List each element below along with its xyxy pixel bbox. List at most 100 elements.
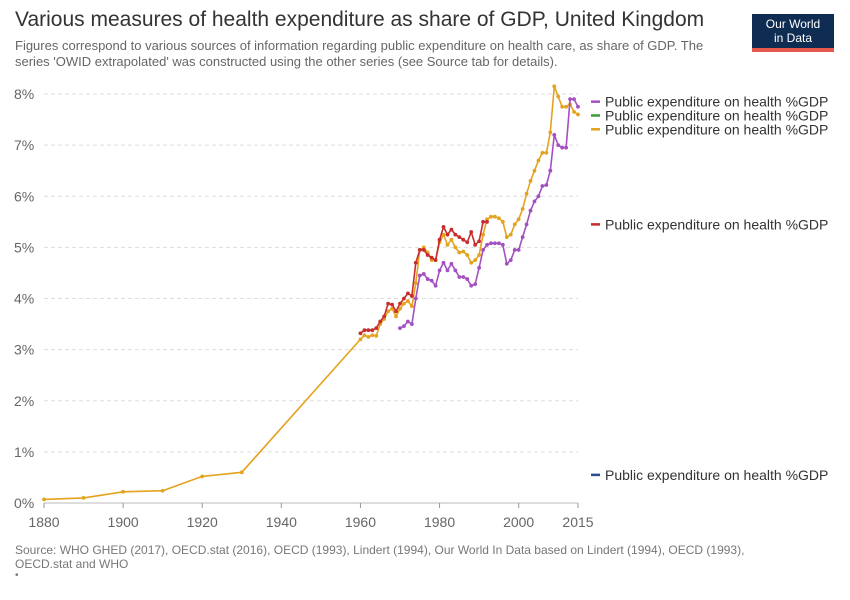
- data-point: [572, 97, 576, 102]
- data-point: [453, 245, 458, 250]
- data-point: [552, 84, 557, 89]
- data-point: [398, 301, 402, 306]
- data-point: [465, 240, 470, 245]
- x-tick-label: 2000: [503, 514, 534, 530]
- data-point: [576, 104, 580, 109]
- data-point: [406, 319, 410, 324]
- data-point: [453, 268, 458, 273]
- data-point: [508, 258, 513, 263]
- data-point: [378, 319, 383, 324]
- data-point: [524, 222, 529, 227]
- data-point: [457, 250, 462, 255]
- data-point: [548, 130, 553, 135]
- data-point: [552, 133, 557, 137]
- data-point: [441, 232, 446, 237]
- chart-title: Various measures of health expenditure a…: [15, 8, 705, 31]
- data-point: [366, 328, 371, 333]
- data-point: [469, 260, 474, 265]
- data-point: [366, 334, 371, 339]
- data-point: [441, 225, 446, 229]
- data-point: [374, 333, 379, 338]
- footer-dot: •: [15, 570, 19, 581]
- data-point: [496, 241, 501, 246]
- data-point: [512, 222, 517, 227]
- data-point: [449, 261, 454, 266]
- data-point: [489, 214, 493, 219]
- legend-label: Public expenditure on health %GDP: [605, 467, 828, 483]
- data-point: [421, 272, 426, 276]
- y-tick-label: 1%: [14, 444, 34, 460]
- data-point: [453, 232, 458, 237]
- source-note: Source: WHO GHED (2017), OECD.stat (2016…: [15, 543, 745, 571]
- data-point: [358, 337, 363, 342]
- x-tick-label: 1920: [187, 514, 218, 530]
- data-point: [544, 183, 549, 187]
- chart-footer: Source: WHO GHED (2017), OECD.stat (2016…: [15, 543, 805, 581]
- data-point: [417, 248, 422, 252]
- data-point: [469, 230, 474, 234]
- data-point: [445, 242, 450, 247]
- data-point: [504, 261, 509, 266]
- series-line: [399, 98, 579, 329]
- data-point: [429, 255, 434, 260]
- data-point: [362, 328, 367, 333]
- data-point: [520, 235, 525, 240]
- data-point: [409, 294, 414, 298]
- data-point: [461, 275, 466, 279]
- data-point: [457, 275, 462, 279]
- data-point: [473, 282, 478, 287]
- data-point: [445, 268, 450, 273]
- data-point: [560, 104, 565, 109]
- data-point: [520, 207, 525, 211]
- y-tick-label: 0%: [14, 495, 34, 511]
- data-point: [461, 237, 466, 242]
- y-tick-label: 3%: [14, 342, 34, 358]
- y-tick-label: 6%: [14, 188, 34, 204]
- data-point: [413, 281, 418, 286]
- legend-label: Public expenditure on health %GDP: [605, 121, 828, 137]
- y-tick-label: 8%: [14, 86, 34, 102]
- data-point: [121, 489, 126, 494]
- data-point: [461, 249, 466, 254]
- data-point: [441, 260, 446, 265]
- data-point: [556, 143, 561, 148]
- data-point: [370, 333, 375, 338]
- data-point: [477, 239, 482, 244]
- data-point: [413, 260, 418, 265]
- data-point: [493, 241, 497, 246]
- logo-line-1: Our World: [765, 17, 821, 31]
- chart-subtitle: Figures correspond to various sources of…: [15, 38, 704, 69]
- data-point: [493, 214, 497, 219]
- data-point: [536, 194, 541, 199]
- data-point: [390, 302, 394, 307]
- data-point: [572, 109, 576, 114]
- data-point: [449, 237, 454, 242]
- data-point: [421, 248, 426, 252]
- data-point: [481, 232, 485, 237]
- x-tick-label: 1900: [108, 514, 139, 530]
- data-point: [540, 150, 545, 155]
- data-point: [528, 208, 533, 213]
- data-point: [516, 217, 521, 222]
- data-point: [481, 219, 485, 224]
- data-point: [433, 283, 438, 288]
- data-point: [576, 112, 580, 117]
- data-point: [406, 291, 410, 296]
- logo-bar: [752, 48, 834, 52]
- owid-logo[interactable]: Our World in Data: [752, 14, 834, 52]
- data-point: [382, 314, 387, 319]
- logo-line-2: in Data: [773, 31, 813, 45]
- data-point: [485, 242, 489, 247]
- data-point: [398, 326, 402, 331]
- y-tick-label: 2%: [14, 393, 34, 409]
- data-point: [512, 248, 517, 252]
- data-point: [402, 301, 406, 306]
- legend-label: Public expenditure on health %GDP: [605, 94, 828, 110]
- data-point: [374, 326, 379, 331]
- data-point: [457, 235, 462, 240]
- data-point: [477, 253, 482, 257]
- data-point: [370, 328, 375, 333]
- data-point: [564, 145, 569, 150]
- data-point: [496, 216, 501, 221]
- x-tick-label: 1960: [345, 514, 376, 530]
